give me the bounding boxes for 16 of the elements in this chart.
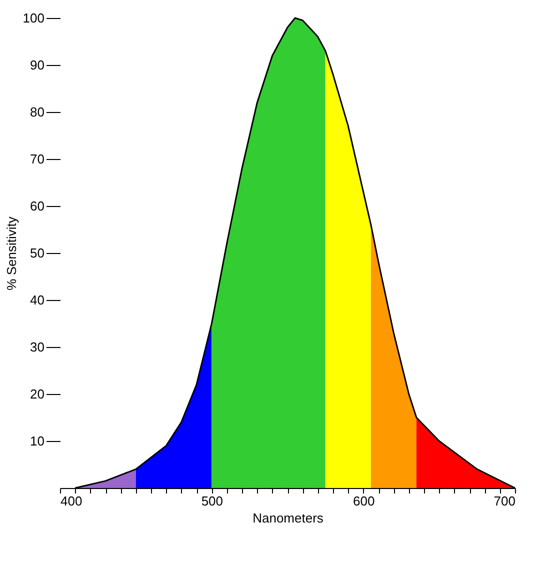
y-tick-label: 100 (22, 10, 44, 26)
x-tick-label: 600 (352, 494, 375, 508)
y-tick-label: 10 (30, 434, 44, 448)
x-tick-label: 400 (60, 494, 82, 508)
y-tick-label: 20 (30, 386, 44, 402)
x-tick-label: 700 (494, 494, 516, 508)
y-tick-label: 70 (30, 152, 44, 166)
y-tick-label: 60 (30, 198, 44, 214)
y-axis-title: % Sensitivity (4, 216, 19, 290)
x-tick-label: 500 (201, 494, 224, 508)
y-tick-label: 90 (30, 58, 44, 72)
y-tick-label: 50 (30, 246, 44, 260)
x-axis-title: Nanometers (252, 510, 324, 526)
y-tick-label: 80 (30, 104, 44, 120)
y-tick-label: 40 (30, 292, 44, 308)
y-tick-label: 30 (30, 340, 44, 354)
